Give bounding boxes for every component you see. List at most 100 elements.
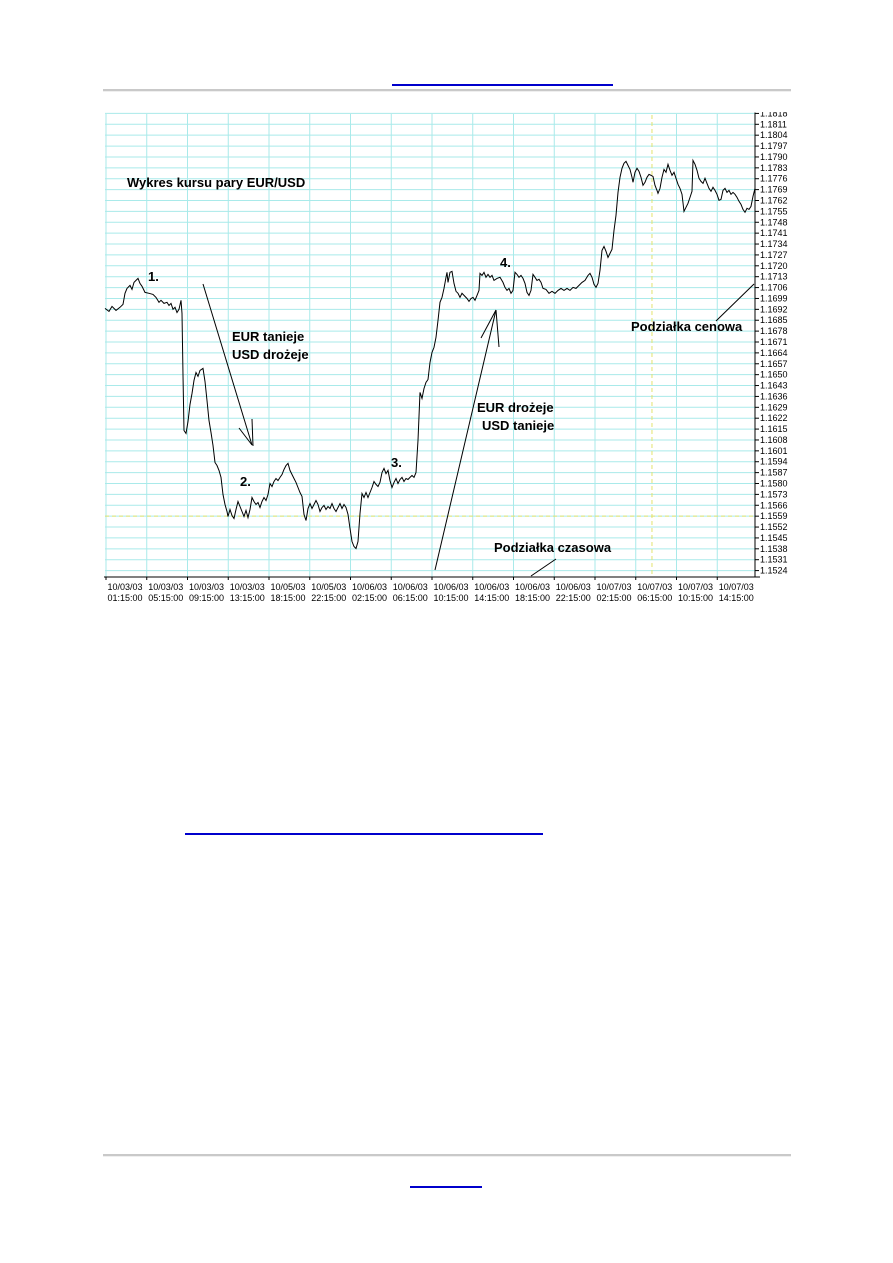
time-tick-date: 10/03/03 — [107, 582, 142, 592]
time-tick-time: 05:15:00 — [148, 593, 183, 603]
time-tick-date: 10/07/03 — [637, 582, 672, 592]
price-tick-label: 1.1559 — [760, 511, 788, 521]
time-tick-time: 10:15:00 — [678, 593, 713, 603]
price-line — [104, 158, 756, 550]
price-tick-label: 1.1699 — [760, 293, 788, 303]
time-tick-date: 10/03/03 — [230, 582, 265, 592]
price-tick-label: 1.1783 — [760, 163, 788, 173]
time-tick-date: 10/06/03 — [393, 582, 428, 592]
price-tick-label: 1.1811 — [760, 119, 787, 129]
price-tick-label: 1.1692 — [760, 304, 788, 314]
time-tick-time: 06:15:00 — [393, 593, 428, 603]
eurusd-chart-svg: 1.18181.18111.18041.17971.17901.17831.17… — [104, 112, 788, 603]
divider-top — [103, 89, 791, 92]
price-tick-label: 1.1734 — [760, 239, 788, 249]
price-tick-label: 1.1664 — [760, 348, 788, 358]
arrow-down-barb-left — [238, 427, 253, 446]
price-scale-label: Podziałka cenowa — [631, 319, 743, 334]
marker-1: 1. — [148, 269, 159, 284]
price-tick-label: 1.1531 — [760, 555, 788, 565]
eurusd-chart: 1.1818 1.1811 1.1804 1.1797 1.1790 1.1783 1.17… — [103, 112, 795, 611]
time-tick-time: 01:15:00 — [107, 593, 142, 603]
time-tick-date: 10/06/03 — [515, 582, 550, 592]
price-tick-label: 1.1657 — [760, 359, 788, 369]
time-tick-date: 10/03/03 — [148, 582, 183, 592]
trend-up-label-line1: EUR drożeje — [477, 400, 554, 415]
price-tick-label: 1.1587 — [760, 468, 788, 478]
price-tick-label: 1.1545 — [760, 533, 788, 543]
time-tick-time: 14:15:00 — [474, 593, 509, 603]
time-tick-time: 18:15:00 — [270, 593, 305, 603]
price-tick-label: 1.1594 — [760, 457, 788, 467]
time-tick-time: 06:15:00 — [637, 593, 672, 603]
price-tick-label: 1.1580 — [760, 479, 788, 489]
arrow-down-barb-right — [251, 418, 254, 447]
arrow-up-shaft — [434, 309, 497, 571]
time-tick-time: 10:15:00 — [433, 593, 468, 603]
price-tick-label: 1.1643 — [760, 381, 788, 391]
time-tick-time: 13:15:00 — [230, 593, 265, 603]
time-tick-date: 10/03/03 — [189, 582, 224, 592]
time-tick-time: 02:15:00 — [352, 593, 387, 603]
price-tick-label: 1.1727 — [760, 250, 788, 260]
price-tick-label: 1.1720 — [760, 261, 788, 271]
price-tick-label: 1.1636 — [760, 391, 788, 401]
price-tick-label: 1.1762 — [760, 195, 788, 205]
footer-link[interactable] — [410, 1186, 482, 1188]
price-tick-label: 1.1678 — [760, 326, 788, 336]
price-tick-label: 1.1524 — [760, 566, 788, 576]
price-tick-label: 1.1566 — [760, 500, 788, 510]
body-link[interactable] — [185, 833, 543, 835]
price-tick-label: 1.1741 — [760, 228, 788, 238]
marker-2: 2. — [240, 474, 251, 489]
price-tick-label: 1.1538 — [760, 544, 788, 554]
time-tick-date: 10/07/03 — [678, 582, 713, 592]
time-tick-time: 22:15:00 — [556, 593, 591, 603]
time-tick-date: 10/07/03 — [719, 582, 754, 592]
price-tick-label: 1.1706 — [760, 283, 788, 293]
price-tick-label: 1.1797 — [760, 141, 788, 151]
price-tick-label: 1.1790 — [760, 152, 788, 162]
divider-bottom — [103, 1154, 791, 1157]
time-tick-time: 09:15:00 — [189, 593, 224, 603]
trend-down-label-line1: EUR tanieje — [232, 329, 305, 344]
time-tick-time: 14:15:00 — [719, 593, 754, 603]
time-tick-date: 10/05/03 — [270, 582, 305, 592]
pointer-price-scale — [715, 283, 755, 322]
price-tick-label: 1.1769 — [760, 185, 788, 195]
price-tick-label: 1.1552 — [760, 522, 788, 532]
header-link[interactable] — [392, 84, 613, 86]
time-tick-date: 10/06/03 — [474, 582, 509, 592]
price-tick-label: 1.1650 — [760, 370, 788, 380]
price-tick-label: 1.1629 — [760, 402, 788, 412]
time-tick-time: 22:15:00 — [311, 593, 346, 603]
arrow-down-shaft — [202, 283, 253, 446]
price-tick-label: 1.1671 — [760, 337, 788, 347]
price-tick-label: 1.1804 — [760, 130, 788, 140]
time-tick-date: 10/06/03 — [433, 582, 468, 592]
price-tick-label: 1.1748 — [760, 217, 788, 227]
time-tick-time: 02:15:00 — [596, 593, 631, 603]
price-tick-label: 1.1615 — [760, 424, 788, 434]
trend-down-label-line2: USD drożeje — [232, 347, 309, 362]
price-tick-label: 1.1685 — [760, 315, 788, 325]
marker-4: 4. — [500, 255, 511, 270]
trend-up-label-line2: USD tanieje — [482, 418, 555, 433]
price-tick-label: 1.1818 — [760, 112, 788, 118]
price-tick-label: 1.1776 — [760, 174, 788, 184]
time-tick-date: 10/06/03 — [556, 582, 591, 592]
time-tick-date: 10/07/03 — [596, 582, 631, 592]
price-tick-label: 1.1755 — [760, 206, 788, 216]
chart-title: Wykres kursu pary EUR/USD — [127, 175, 306, 190]
time-tick-date: 10/05/03 — [311, 582, 346, 592]
price-tick-label: 1.1622 — [760, 413, 788, 423]
price-tick-label: 1.1713 — [760, 272, 788, 282]
marker-3: 3. — [391, 455, 402, 470]
price-tick-label: 1.1573 — [760, 489, 788, 499]
arrow-up-barb-left — [480, 309, 497, 339]
price-tick-label: 1.1608 — [760, 435, 788, 445]
arrow-up-barb-right — [495, 309, 500, 348]
time-scale-label: Podziałka czasowa — [494, 540, 612, 555]
time-tick-date: 10/06/03 — [352, 582, 387, 592]
